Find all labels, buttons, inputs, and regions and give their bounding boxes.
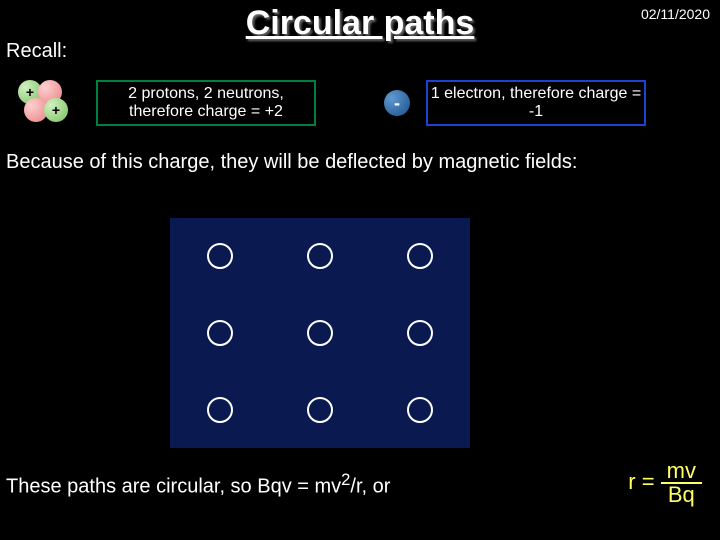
- field-dot-icon: [307, 320, 333, 346]
- field-dot-icon: [207, 320, 233, 346]
- formula-numerator: mv: [661, 460, 702, 484]
- bottom-text-prefix: These paths are circular, so Bqv = mv: [6, 476, 341, 498]
- field-dot-icon: [307, 397, 333, 423]
- electron-icon: -: [384, 90, 410, 116]
- field-dot-icon: [207, 243, 233, 269]
- field-dot-icon: [407, 320, 433, 346]
- field-dot-icon: [407, 243, 433, 269]
- alpha-particle-icon: + +: [18, 80, 78, 128]
- bottom-text-suffix: /r, or: [350, 476, 390, 498]
- field-dot-icon: [207, 397, 233, 423]
- formula-denominator: Bq: [661, 484, 702, 506]
- field-dot-icon: [407, 397, 433, 423]
- circular-path-text: These paths are circular, so Bqv = mv2/r…: [6, 470, 390, 499]
- proton-icon: +: [44, 98, 68, 122]
- electron-description-box: 1 electron, therefore charge = -1: [426, 80, 646, 126]
- deflection-text: Because of this charge, they will be def…: [6, 150, 706, 175]
- magnetic-field-diagram: [170, 218, 470, 448]
- page-title: Circular paths: [246, 4, 475, 43]
- formula-lhs: r =: [628, 469, 654, 494]
- alpha-description-box: 2 protons, 2 neutrons, therefore charge …: [96, 80, 316, 126]
- date-label: 02/11/2020: [641, 6, 710, 22]
- radius-formula: r = mv Bq: [628, 460, 702, 506]
- field-dot-icon: [307, 243, 333, 269]
- recall-label: Recall:: [6, 40, 67, 63]
